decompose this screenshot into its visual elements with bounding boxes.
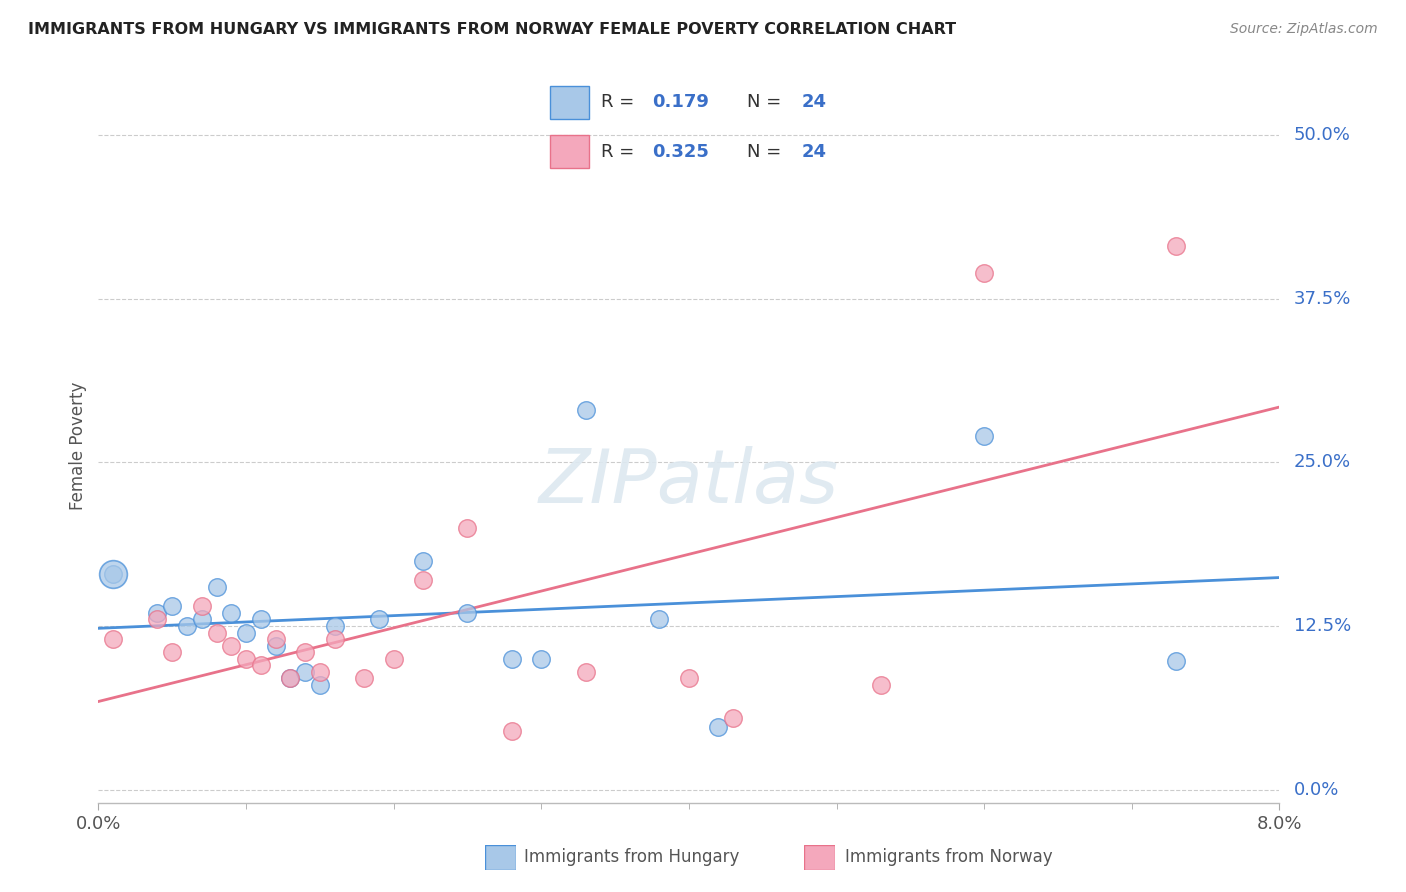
Point — [191, 599, 214, 614]
Point — [501, 723, 523, 738]
FancyBboxPatch shape — [485, 845, 516, 870]
Point — [278, 672, 301, 686]
Point — [176, 619, 198, 633]
Text: Immigrants from Hungary: Immigrants from Hungary — [524, 848, 740, 866]
Point — [250, 658, 273, 673]
Point — [973, 429, 995, 443]
Text: R =: R = — [602, 94, 640, 112]
Point — [219, 639, 242, 653]
Point — [707, 720, 730, 734]
Point — [264, 632, 287, 647]
Point — [1164, 654, 1187, 668]
Text: ZIPatlas: ZIPatlas — [538, 446, 839, 517]
Point — [412, 553, 434, 567]
Point — [412, 573, 434, 587]
Point — [146, 606, 169, 620]
Point — [219, 606, 242, 620]
Point — [146, 612, 169, 626]
Point — [103, 566, 124, 581]
Text: 12.5%: 12.5% — [1294, 617, 1351, 635]
Point — [308, 665, 332, 679]
Text: 25.0%: 25.0% — [1294, 453, 1351, 471]
Point — [501, 652, 523, 666]
Text: 24: 24 — [801, 143, 827, 161]
Point — [456, 521, 478, 535]
Point — [191, 612, 214, 626]
Point — [648, 612, 671, 626]
Point — [678, 672, 700, 686]
Text: N =: N = — [747, 143, 787, 161]
Y-axis label: Female Poverty: Female Poverty — [69, 382, 87, 510]
Point — [278, 672, 301, 686]
Point — [1164, 239, 1187, 253]
Point — [162, 599, 183, 614]
Point — [235, 652, 257, 666]
Text: 0.0%: 0.0% — [1294, 780, 1339, 798]
Text: N =: N = — [747, 94, 787, 112]
Point — [973, 266, 995, 280]
Point — [264, 639, 287, 653]
Point — [323, 632, 346, 647]
Text: 0.179: 0.179 — [652, 94, 709, 112]
Text: 50.0%: 50.0% — [1294, 126, 1350, 144]
Point — [294, 645, 316, 659]
Point — [530, 652, 553, 666]
Point — [382, 652, 405, 666]
Text: 37.5%: 37.5% — [1294, 290, 1351, 308]
Point — [250, 612, 273, 626]
Point — [353, 672, 375, 686]
Text: R =: R = — [602, 143, 640, 161]
Point — [235, 625, 257, 640]
Point — [103, 566, 124, 581]
Text: Source: ZipAtlas.com: Source: ZipAtlas.com — [1230, 22, 1378, 37]
Text: Immigrants from Norway: Immigrants from Norway — [845, 848, 1053, 866]
Point — [205, 625, 228, 640]
Point — [103, 632, 124, 647]
Text: IMMIGRANTS FROM HUNGARY VS IMMIGRANTS FROM NORWAY FEMALE POVERTY CORRELATION CHA: IMMIGRANTS FROM HUNGARY VS IMMIGRANTS FR… — [28, 22, 956, 37]
Point — [323, 619, 346, 633]
Point — [162, 645, 183, 659]
Point — [574, 403, 596, 417]
FancyBboxPatch shape — [550, 87, 589, 119]
Point — [367, 612, 389, 626]
Text: 24: 24 — [801, 94, 827, 112]
Point — [294, 665, 316, 679]
Point — [869, 678, 891, 692]
FancyBboxPatch shape — [804, 845, 835, 870]
Point — [721, 711, 744, 725]
Point — [574, 665, 596, 679]
FancyBboxPatch shape — [550, 136, 589, 168]
Point — [205, 580, 228, 594]
Point — [308, 678, 332, 692]
Text: 0.325: 0.325 — [652, 143, 709, 161]
Point — [456, 606, 478, 620]
